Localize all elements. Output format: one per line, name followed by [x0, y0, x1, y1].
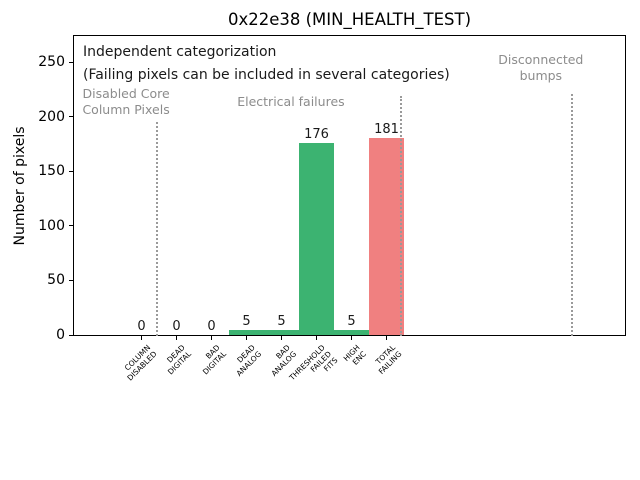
y-tick: [69, 170, 73, 172]
x-tick: [176, 336, 177, 340]
y-tick: [69, 225, 73, 227]
bar-value-label: 176: [304, 127, 329, 142]
y-tick-label: 250: [38, 54, 65, 71]
section-label: Electrical failures: [237, 94, 345, 109]
y-tick: [69, 116, 73, 118]
section-label: Disconnected bumps: [498, 52, 584, 83]
chart-title: 0x22e38 (MIN_HEALTH_TEST): [227, 10, 472, 29]
x-tick-label: COLUMN DISABLED: [122, 343, 159, 383]
bar: [264, 329, 299, 335]
y-tick-label: 100: [38, 217, 65, 234]
y-tick-label: 150: [38, 163, 65, 180]
note-line-2: (Failing pixels can be included in sever…: [83, 67, 450, 83]
x-tick-label: THRESHOLD FAILED FITS: [287, 343, 340, 383]
bar: [299, 143, 334, 335]
bar-value-label: 0: [172, 319, 181, 334]
x-tick: [211, 336, 212, 340]
bar: [334, 329, 369, 335]
x-tick: [281, 336, 282, 340]
bar-value-label: 181: [374, 121, 399, 137]
bar-value-label: 5: [277, 313, 286, 329]
y-tick-label: 0: [56, 327, 65, 343]
x-tick-label: DEAD DIGITAL: [165, 343, 194, 377]
bar-value-label: 0: [137, 319, 146, 334]
x-tick-label: TOTAL FAILING: [373, 343, 404, 377]
bar: [229, 329, 264, 335]
x-tick: [141, 336, 142, 340]
bar-value-label: 0: [207, 319, 216, 334]
y-tick: [69, 279, 73, 281]
section-separator: [155, 122, 158, 336]
x-tick-label: DEAD ANALOG: [234, 343, 264, 379]
section-label: Disabled Core Column Pixels: [82, 86, 170, 117]
y-tick: [69, 61, 73, 63]
section-separator: [399, 96, 402, 336]
note-line-1: Independent categorization: [83, 44, 277, 60]
y-tick: [69, 334, 73, 336]
bar-value-label: 5: [347, 313, 356, 329]
y-tick-label: 200: [38, 108, 65, 125]
x-tick: [316, 336, 317, 340]
bar: [369, 137, 404, 335]
x-tick-label: HIGH ENC: [341, 343, 369, 367]
x-tick: [351, 336, 352, 340]
section-separator: [571, 94, 573, 336]
plot-area: [73, 35, 626, 336]
y-tick-label: 50: [47, 272, 65, 289]
bar-value-label: 5: [242, 313, 251, 329]
x-tick: [246, 336, 247, 340]
x-tick-label: BAD DIGITAL: [201, 343, 229, 377]
x-tick: [386, 336, 387, 340]
